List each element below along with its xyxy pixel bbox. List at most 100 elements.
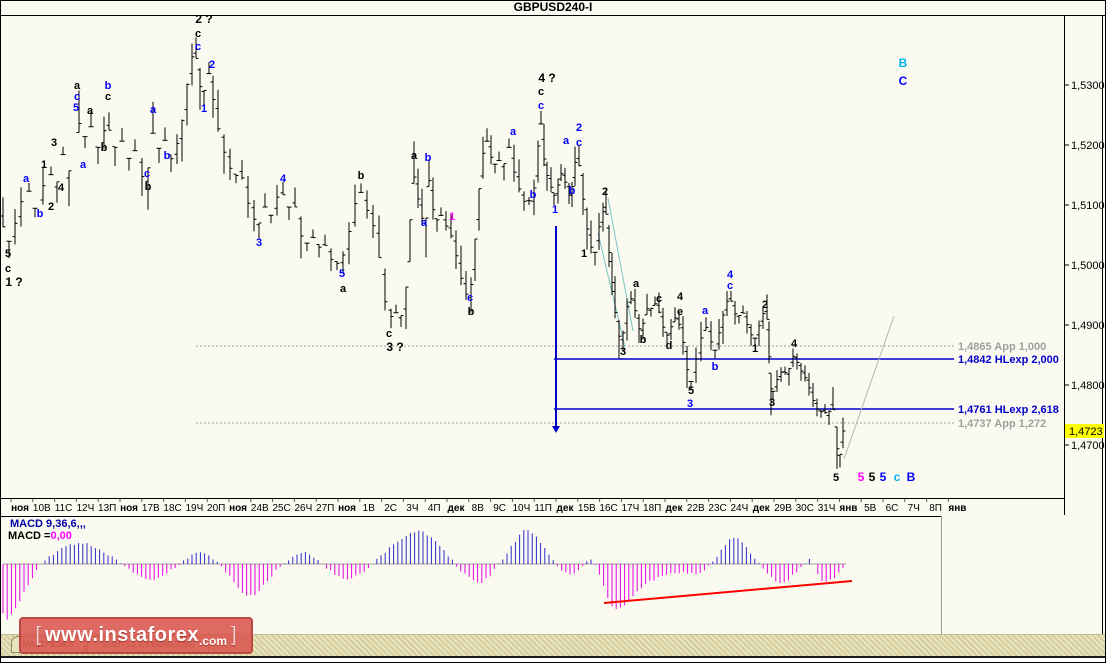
current-price-tag-bg — [1065, 424, 1104, 438]
wave-label: 3 — [256, 237, 262, 249]
price-tick-label: 1,5300 — [1071, 80, 1105, 92]
wave-label: 5 — [73, 102, 79, 114]
blue-down-arrowhead — [552, 426, 560, 433]
wave-label: c — [74, 91, 80, 103]
date-label: 11С — [55, 503, 73, 514]
wave-label: 2 — [209, 59, 215, 71]
date-label: 18П — [643, 503, 661, 514]
wave-label: a — [510, 126, 517, 138]
date-label: дек — [448, 503, 466, 514]
wave-label: b — [164, 150, 171, 162]
teal-wedge-line-0 — [607, 197, 634, 332]
wave-label: e — [677, 306, 683, 318]
macd-value-label: MACD =0,00 — [8, 530, 72, 542]
date-label: 22В — [687, 503, 705, 514]
wave-label: 2 — [576, 122, 582, 134]
date-label: 31Ч — [818, 503, 836, 514]
date-label: 8В — [472, 503, 485, 514]
wave-label: 5 — [688, 385, 694, 397]
wave-label: B — [907, 470, 916, 484]
wave-label: 4 — [280, 173, 287, 185]
wave-label: 1 — [41, 159, 47, 171]
wave-label: 1 — [752, 343, 758, 355]
date-label: 20П — [207, 503, 225, 514]
wave-label: c — [656, 293, 662, 305]
date-label: 11П — [534, 503, 552, 514]
wave-label: c — [538, 86, 544, 98]
wave-label: b — [640, 334, 647, 346]
macd-histogram — [2, 530, 853, 620]
wave-label: c — [576, 137, 582, 149]
date-label: дек — [557, 503, 575, 514]
date-label: 26Ч — [295, 503, 313, 514]
price-tick-label: 1,4900 — [1071, 320, 1105, 332]
wave-label: 1 — [449, 211, 455, 223]
wave-label: 5 — [339, 268, 345, 280]
wave-label: c — [894, 470, 901, 484]
wave-label: C — [899, 74, 908, 88]
date-label: 30С — [796, 503, 814, 514]
banner-url-suffix: .com — [199, 634, 228, 648]
wave-label: c — [538, 100, 544, 112]
price-tick-label: 1,5200 — [1071, 140, 1105, 152]
date-label: 5В — [864, 503, 877, 514]
level-label: 1,4865 App 1,000 — [958, 341, 1046, 353]
wave-label: c — [195, 28, 201, 40]
date-label: 17В — [142, 503, 160, 514]
wave-label: 4 — [58, 182, 65, 194]
banner-open-bracket: [ — [35, 624, 41, 646]
date-label: 7Ч — [908, 503, 920, 514]
current-price-tag: 1,4723 — [1069, 426, 1103, 438]
instaforex-banner-link[interactable]: [ www.instaforex .com ] — [19, 617, 253, 654]
wave-label: B — [899, 56, 908, 70]
wave-label: c — [727, 280, 733, 292]
wave-label: c — [5, 263, 11, 275]
wave-label: b — [425, 152, 432, 164]
date-label: 1В — [363, 503, 376, 514]
macd-value-prefix: MACD = — [8, 530, 51, 542]
date-label: 24Ч — [731, 503, 749, 514]
date-label: 6С — [886, 503, 899, 514]
wave-label: c — [467, 292, 473, 304]
wave-label: d — [666, 340, 673, 352]
wave-label: 3 — [769, 397, 775, 409]
date-label: 24В — [251, 503, 269, 514]
wave-label: b — [712, 361, 719, 373]
date-label: 25С — [272, 503, 290, 514]
wave-label: b — [530, 189, 537, 201]
banner-close-bracket: ] — [231, 624, 237, 646]
chart-title: GBPUSD240-I — [1, 1, 1105, 16]
wave-label: 3 — [620, 346, 626, 358]
date-label: ноя — [11, 503, 29, 514]
wave-label: 5 — [833, 472, 839, 484]
wave-label: c — [386, 328, 392, 340]
price-tick-label: 1,5000 — [1071, 260, 1105, 272]
wave-label: 4 — [791, 338, 798, 350]
level-label: 1,4761 HLexp 2,618 — [958, 404, 1059, 416]
wave-label: 4 ? — [538, 71, 555, 85]
wave-label: 5 — [880, 470, 887, 484]
wave-label: a — [150, 104, 157, 116]
wave-label: b — [105, 80, 112, 92]
date-label: 16С — [599, 503, 617, 514]
date-label: 23С — [708, 503, 726, 514]
date-axis: ноя 10В 11С 12Ч 13П ноя 17В 18С 19Ч 20П ноя 24В 25С 2… — [10, 499, 966, 514]
date-label: 29В — [774, 503, 792, 514]
date-label: ноя — [338, 503, 356, 514]
wave-label: c — [195, 41, 201, 53]
wave-label: 3 — [51, 137, 57, 149]
wave-label: a — [23, 173, 30, 185]
wave-label: a — [702, 305, 709, 317]
wave-label: b — [145, 181, 152, 193]
wave-label: 1 — [581, 248, 587, 260]
date-label: янв — [839, 503, 857, 514]
macd-red-trendline — [603, 580, 853, 604]
date-label: 13П — [98, 503, 116, 514]
wave-label: 3 — [687, 398, 693, 410]
date-label: 19Ч — [186, 503, 204, 514]
price-tick-label: 1,4700 — [1071, 440, 1105, 452]
level-label: 1,4842 HLexp 2,000 — [958, 354, 1059, 366]
wave-label: 1 — [552, 204, 558, 216]
wave-label: b — [101, 142, 108, 154]
